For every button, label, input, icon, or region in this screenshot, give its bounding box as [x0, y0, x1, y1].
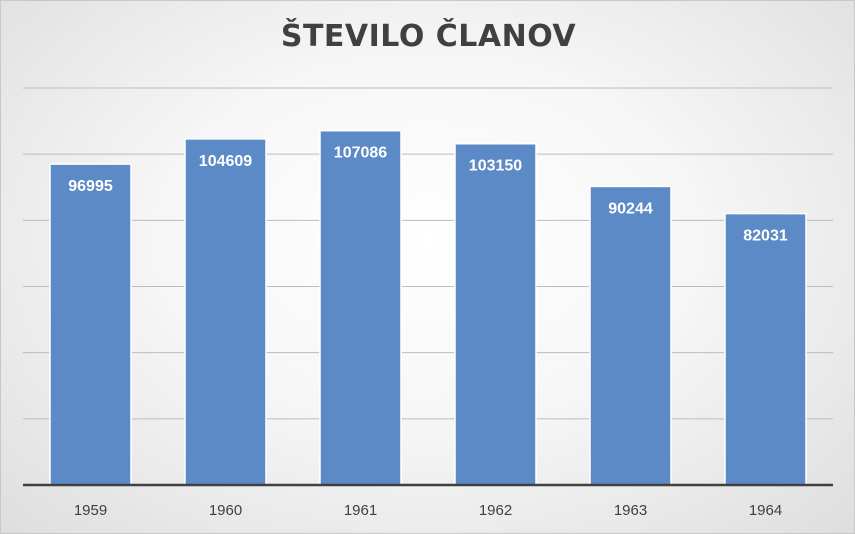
- x-tick-label-1963: 1963: [614, 502, 647, 519]
- bar-1961: [319, 129, 402, 486]
- x-tick-label-1959: 1959: [74, 502, 107, 519]
- bar-1963: [589, 185, 672, 486]
- bar-1964: [724, 212, 807, 486]
- data-label-1963: 90244: [608, 200, 653, 217]
- data-label-1962: 103150: [469, 158, 522, 175]
- data-label-1964: 82031: [743, 228, 788, 245]
- x-tick-label-1961: 1961: [344, 502, 377, 519]
- x-tick-label-1962: 1962: [479, 502, 512, 519]
- data-label-1959: 96995: [68, 178, 113, 195]
- data-label-1961: 107086: [334, 145, 387, 162]
- chart-title: ŠTEVILO ČLANOV: [280, 19, 577, 54]
- bar-1959: [49, 163, 132, 486]
- x-tick-label-1960: 1960: [209, 502, 242, 519]
- data-label-1960: 104609: [199, 153, 252, 170]
- x-tick-label-1964: 1964: [749, 502, 782, 519]
- bar-1960: [184, 138, 267, 486]
- bar-1962: [454, 142, 537, 486]
